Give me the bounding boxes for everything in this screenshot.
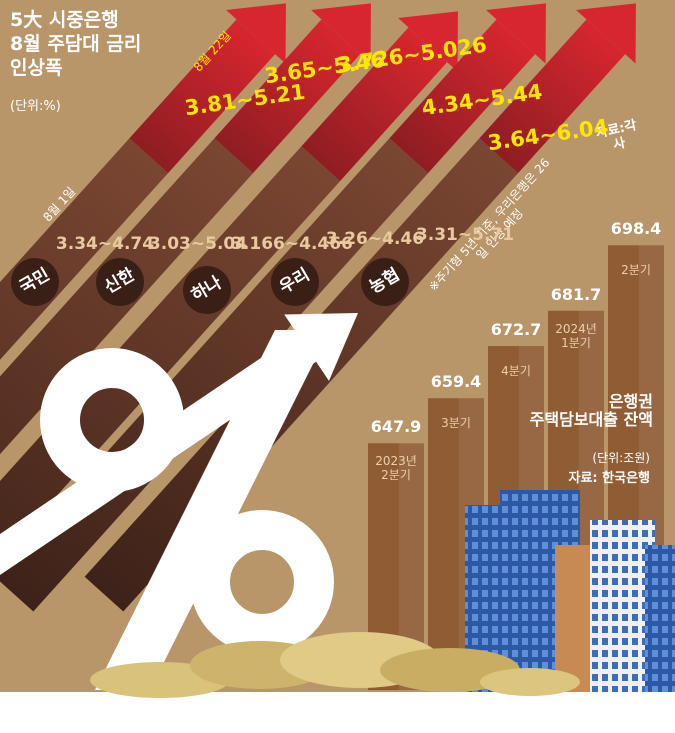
value-label: 672.7: [490, 319, 542, 339]
arrow-head: [486, 3, 546, 64]
value-label: 698.4: [610, 219, 662, 239]
chart-title: 은행권 주택담보대출 잔액: [529, 392, 653, 430]
arrow-head: [398, 11, 458, 72]
new-rate-band: [129, 19, 276, 174]
rate-aug1: 3.03~5.04: [148, 234, 248, 255]
value-label: 647.9: [370, 417, 422, 437]
bank-badge: [361, 258, 409, 306]
arrow-head: [576, 3, 636, 64]
new-rate-band: [214, 19, 361, 174]
unit: (단위:%): [10, 99, 61, 114]
new-rate-band: [389, 19, 536, 174]
title: 5大 시중은행 8월 주담대 금리 인상폭: [10, 9, 142, 79]
old-rate-band: [0, 138, 254, 612]
rate-aug1: 3.26~4.46: [325, 229, 425, 250]
old-rate-band: [0, 138, 169, 612]
value-label: 659.4: [430, 372, 482, 392]
bank-badge: [10, 258, 59, 306]
buildings: [465, 490, 675, 692]
rate-aug1: 3.31~5.71: [415, 225, 515, 246]
category-label: 2024년 1분기: [555, 321, 597, 350]
bank-badge: [271, 258, 319, 306]
rate-arrow: [0, 3, 371, 612]
chart-source: 자료: 한국은행: [568, 471, 651, 486]
category-label: 2023년 2분기: [375, 454, 417, 483]
new-rate-band: [479, 19, 626, 174]
white-arrow: [0, 313, 358, 618]
rate-arrow: [0, 3, 286, 612]
new-rate-band: [301, 27, 448, 182]
money-pile: [90, 632, 580, 698]
category-label: 3분기: [441, 416, 471, 431]
rate-aug1: 3.34~4.74: [55, 234, 155, 255]
category-label: 4분기: [501, 364, 531, 379]
arrow-head: [311, 3, 371, 64]
chart-unit: (단위:조원): [592, 451, 650, 465]
rate-aug1: 3.166~4.466: [231, 234, 353, 255]
value-label: 681.7: [550, 284, 602, 304]
bank-badge: [183, 266, 231, 314]
arrow-head: [226, 3, 286, 64]
category-label: 2분기: [621, 263, 651, 278]
bank-badge: [96, 258, 144, 306]
